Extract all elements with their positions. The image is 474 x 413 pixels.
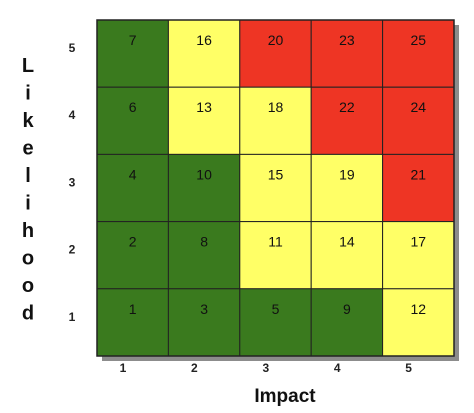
- cell-value-label: 5: [272, 301, 280, 317]
- y-axis-title-letter: L: [22, 55, 34, 77]
- cell-value-label: 7: [129, 32, 137, 48]
- cell-value-label: 15: [268, 166, 284, 182]
- y-axis-title-letter: l: [25, 165, 31, 187]
- x-tick-label: 5: [405, 361, 412, 375]
- heatmap-cell-5-1: [96, 19, 169, 88]
- cell-value-label: 17: [411, 234, 427, 250]
- cell-value-label: 18: [268, 99, 284, 115]
- y-tick-label: 2: [69, 243, 76, 257]
- heatmap-cell-3-1: [96, 153, 169, 223]
- cell-value-label: 9: [343, 301, 351, 317]
- y-axis-title-letter: o: [22, 248, 34, 270]
- x-tick-label: 2: [191, 361, 198, 375]
- x-tick-labels-group: 1 2 3 4 5: [120, 361, 413, 375]
- cell-value-label: 20: [268, 32, 284, 48]
- cell-value-label: 19: [339, 166, 355, 182]
- cell-value-label: 2: [129, 234, 137, 250]
- heatmap-cell-3-5: [382, 153, 455, 223]
- heatmap-cell-2-3: [239, 221, 312, 290]
- y-axis-title-letter: d: [22, 303, 34, 325]
- heatmap-cell-1-1: [96, 288, 169, 357]
- heatmap-cell-4-4: [310, 86, 384, 155]
- heatmap-cell-3-2: [167, 153, 241, 223]
- y-axis-title-letter: o: [22, 275, 34, 297]
- cell-labels-group: 7 16 20 23 256 13 18 22 244 10 15 19 212 8 11 14 171 3 5 9 1…: [129, 32, 426, 317]
- cell-value-label: 14: [339, 234, 355, 250]
- cell-value-label: 22: [339, 99, 355, 115]
- heatmap-cell-3-4: [310, 153, 384, 223]
- y-axis-title-letter: h: [22, 220, 34, 242]
- heatmap-cells-group: [96, 19, 455, 357]
- heatmap-cell-4-1: [96, 86, 169, 155]
- heatmap-cell-4-5: [382, 86, 455, 155]
- cell-value-label: 8: [200, 234, 208, 250]
- x-tick-label: 1: [120, 361, 127, 375]
- y-tick-label: 4: [69, 108, 76, 122]
- cell-value-label: 13: [196, 99, 212, 115]
- cell-value-label: 24: [411, 99, 427, 115]
- heatmap-cell-5-3: [239, 19, 312, 88]
- heatmap-cell-3-3: [239, 153, 312, 223]
- heatmap-cell-5-2: [167, 19, 241, 88]
- cell-value-label: 4: [129, 166, 137, 182]
- heatmap-cell-2-4: [310, 221, 384, 290]
- cell-value-label: 23: [339, 32, 355, 48]
- heatmap-cell-5-4: [310, 19, 384, 88]
- heatmap-cell-2-5: [382, 221, 455, 290]
- cell-value-label: 11: [268, 234, 283, 250]
- heatmap-cell-1-2: [167, 288, 241, 357]
- y-axis-title-letter: i: [25, 193, 31, 215]
- heatmap-cell-1-3: [239, 288, 312, 357]
- heatmap-cell-1-4: [310, 288, 384, 357]
- x-axis-title: Impact: [254, 386, 316, 407]
- heatmap-cell-2-1: [96, 221, 169, 290]
- y-axis-title-letter: e: [22, 138, 33, 160]
- cell-value-label: 12: [411, 301, 427, 317]
- cell-value-label: 6: [129, 99, 137, 115]
- cell-value-label: 25: [411, 32, 427, 48]
- cell-value-label: 10: [196, 166, 212, 182]
- y-tick-label: 5: [69, 41, 76, 55]
- cell-value-label: 21: [411, 166, 427, 182]
- y-tick-label: 3: [69, 175, 76, 189]
- x-tick-label: 4: [334, 361, 341, 375]
- y-tick-labels-group: 5 4 3 2 1: [69, 41, 76, 324]
- cell-value-label: 1: [129, 301, 137, 317]
- heatmap-cell-1-5: [382, 288, 455, 357]
- y-axis-title-letter: k: [22, 110, 34, 132]
- chart-frame: [96, 19, 455, 357]
- heatmap-cell-5-5: [382, 19, 455, 88]
- heatmap-cell-4-2: [167, 86, 241, 155]
- cell-value-label: 16: [196, 32, 212, 48]
- y-axis-title-letter: i: [25, 83, 31, 105]
- cell-value-label: 3: [200, 301, 208, 317]
- heatmap-cell-4-3: [239, 86, 312, 155]
- y-tick-label: 1: [69, 310, 76, 324]
- x-tick-label: 3: [262, 361, 269, 375]
- heatmap-cell-2-2: [167, 221, 241, 290]
